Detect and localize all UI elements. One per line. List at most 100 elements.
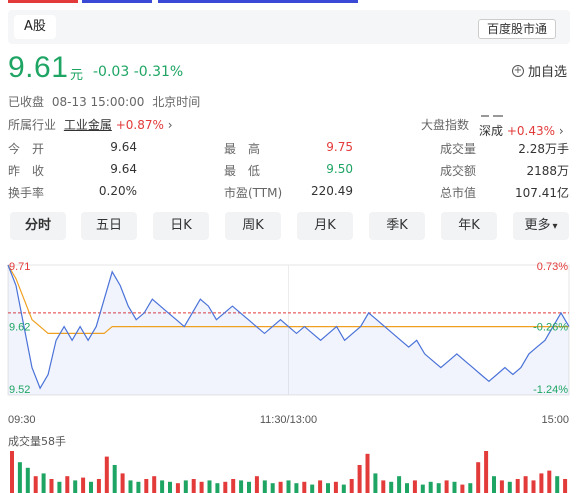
- stat-value: 9.64: [110, 162, 137, 176]
- volume-bar: [357, 465, 362, 493]
- volume-bar: [373, 473, 378, 493]
- index-row[interactable]: 深成 +0.43% ›: [479, 122, 564, 139]
- volume-bar: [120, 473, 125, 493]
- volume-bar: [444, 480, 449, 493]
- volume-bar: [499, 480, 504, 493]
- chevron-right-icon: ›: [558, 124, 564, 138]
- volume-bar: [168, 481, 172, 493]
- volume-bar: [460, 484, 465, 493]
- volume-bar: [223, 481, 228, 493]
- volume-bar: [231, 479, 236, 493]
- volume-bar: [17, 462, 22, 493]
- volume-bar: [160, 480, 165, 493]
- x-tick-label: 11:30/13:00: [260, 414, 317, 426]
- volume-bar: [452, 481, 457, 493]
- status-datetime: 08-13 15:00:00: [51, 95, 145, 109]
- volume-bar: [365, 453, 370, 493]
- volume-bar: [318, 480, 323, 493]
- intraday-chart[interactable]: 9.71 9.62 9.52 0.73% -0.26% -1.24% 09:30 11:30/…: [0, 252, 585, 493]
- period-tab[interactable]: 分时: [10, 212, 66, 240]
- volume-bar: [262, 480, 267, 493]
- add-watchlist-label: 加自选: [528, 65, 568, 80]
- volume-bar: [539, 473, 544, 493]
- period-tab[interactable]: 周K: [225, 212, 281, 240]
- volume-bar: [563, 479, 568, 493]
- volume-bar: [215, 483, 220, 493]
- volume-bar: [405, 483, 409, 493]
- volume-bar: [341, 484, 346, 493]
- stat-label: 成交量: [440, 142, 477, 156]
- status-timezone: 北京时间: [152, 95, 201, 109]
- stat-value: 107.41亿: [515, 186, 569, 200]
- top-accent-strip: [0, 0, 585, 4]
- stat-label: 总市值: [440, 186, 477, 200]
- y-tick-right: -1.24%: [533, 384, 568, 396]
- stat-value: 9.64: [110, 140, 137, 154]
- index-label: 大盘指数: [421, 118, 470, 132]
- accent-segment: [82, 0, 152, 3]
- market-tab-a-share[interactable]: A股: [14, 15, 56, 39]
- y-tick-right: 0.73%: [537, 261, 568, 273]
- volume-bar: [10, 451, 14, 493]
- index-sparkline-icon: [481, 115, 503, 117]
- volume-bar: [254, 476, 259, 493]
- period-tab[interactable]: 更多 ▾: [513, 212, 569, 240]
- price-unit: 元: [70, 68, 84, 83]
- change-percent: -0.31%: [133, 64, 184, 80]
- stat-label: 昨 收: [8, 164, 45, 178]
- stat-value: 9.75: [326, 140, 353, 154]
- price-line: [7, 264, 570, 390]
- source-badge[interactable]: 百度股市通: [478, 19, 557, 39]
- volume-bar: [468, 483, 473, 493]
- volume-bar: [523, 476, 528, 493]
- volume-bar: [81, 477, 86, 493]
- price-change: -0.03 -0.31%: [93, 64, 183, 80]
- y-tick-left: 9.62: [9, 322, 30, 334]
- volume-bar: [144, 479, 149, 493]
- status-text: 已收盘: [8, 95, 45, 109]
- volume-bar: [65, 476, 70, 493]
- volume-bar: [136, 481, 141, 493]
- market-status: 已收盘 08-13 15:00:00 北京时间: [8, 93, 200, 110]
- y-tick-left: 9.52: [9, 384, 30, 396]
- stat-label: 换手率: [8, 186, 45, 200]
- stat-value: 220.49: [311, 184, 353, 198]
- volume-bar: [349, 479, 354, 493]
- volume-bar: [175, 483, 180, 493]
- volume-bar: [33, 476, 38, 493]
- period-tab[interactable]: 年K: [441, 212, 497, 240]
- volume-bar: [515, 479, 520, 493]
- volume-bar: [152, 476, 157, 493]
- accent-segment: [158, 0, 358, 3]
- plus-circle-icon: +: [512, 64, 524, 77]
- volume-bar: [247, 481, 251, 493]
- volume-bar: [484, 451, 489, 493]
- index-pct: +0.43%: [506, 124, 556, 138]
- market-header-bar: [8, 10, 570, 44]
- volume-bar: [310, 484, 315, 493]
- current-price: 9.61: [8, 51, 69, 84]
- industry-pct: +0.87%: [115, 118, 164, 132]
- accent-segment: [8, 0, 78, 3]
- price-area: [8, 265, 569, 395]
- y-tick-left: 9.71: [9, 261, 30, 273]
- period-tab[interactable]: 五日: [81, 212, 137, 240]
- period-tab[interactable]: 月K: [297, 212, 353, 240]
- period-tab[interactable]: 日K: [153, 212, 209, 240]
- stat-value: 2188万: [526, 164, 569, 178]
- volume-bar: [492, 476, 496, 493]
- volume-bar: [381, 480, 386, 493]
- volume-bar: [112, 465, 117, 493]
- volume-bar: [286, 480, 291, 493]
- chevron-right-icon[interactable]: ›: [167, 118, 173, 132]
- period-tab[interactable]: 季K: [369, 212, 425, 240]
- volume-bar: [104, 456, 109, 493]
- add-watchlist-button[interactable]: + 加自选: [512, 61, 567, 80]
- stat-value: 2.28万手: [518, 142, 569, 156]
- industry-link[interactable]: 工业金属: [63, 118, 112, 132]
- volume-bar: [294, 483, 299, 493]
- volume-bar: [333, 481, 338, 493]
- volume-bar: [183, 480, 188, 493]
- stat-label: 今 开: [8, 142, 45, 156]
- volume-label: 成交量58手: [8, 434, 66, 448]
